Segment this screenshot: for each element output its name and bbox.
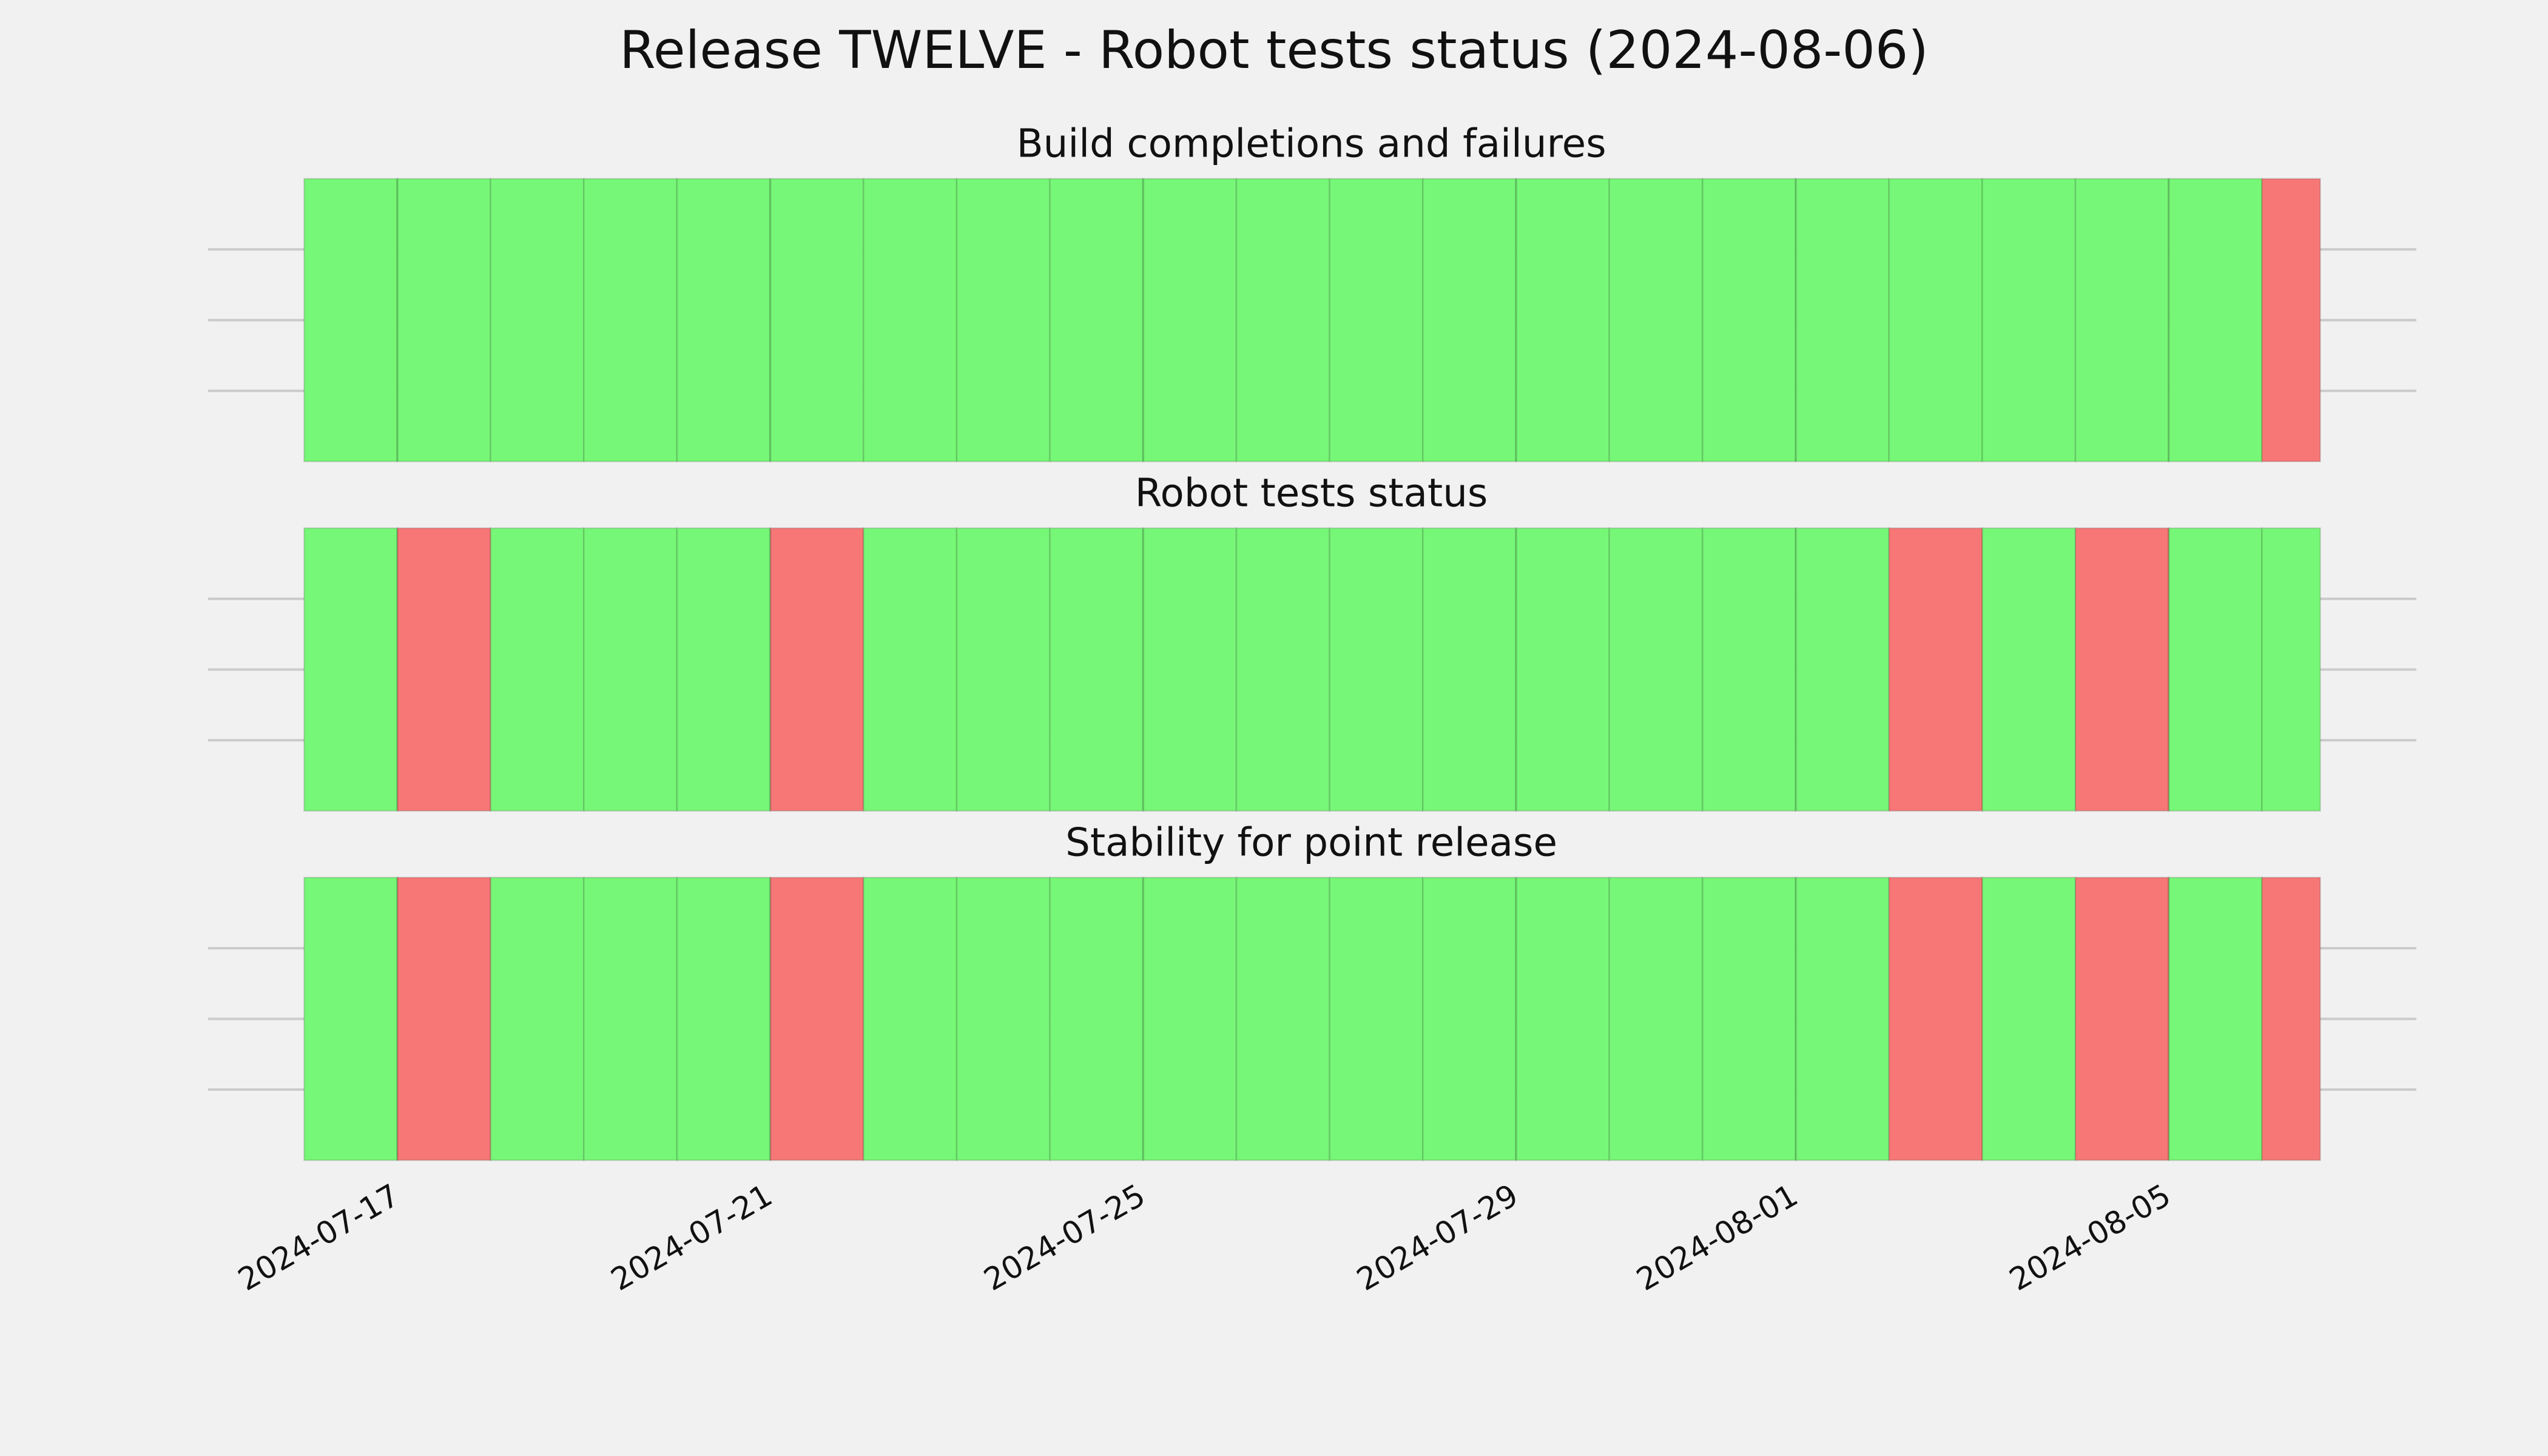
status-band: [583, 877, 678, 1161]
status-band: [1888, 527, 1983, 812]
status-band: [1608, 178, 1704, 463]
status-band: [1235, 527, 1331, 812]
status-band: [1515, 178, 1611, 463]
status-band: [1049, 527, 1144, 812]
status-band: [1422, 877, 1517, 1161]
status-band: [769, 877, 864, 1161]
status-band: [2074, 178, 2170, 463]
status-band: [1142, 527, 1238, 812]
status-band: [1142, 178, 1238, 463]
status-band: [2168, 877, 2263, 1161]
status-band: [1142, 877, 1238, 1161]
status-band: [2074, 527, 2170, 812]
status-band: [956, 877, 1051, 1161]
status-band: [1795, 178, 1890, 463]
status-band: [2261, 178, 2321, 463]
status-band: [2168, 178, 2263, 463]
status-band: [676, 877, 772, 1161]
status-band: [1981, 527, 2077, 812]
status-band: [1981, 877, 2077, 1161]
status-band: [2261, 527, 2321, 812]
status-band: [1702, 527, 1797, 812]
status-band: [1888, 877, 1983, 1161]
status-band: [1235, 178, 1331, 463]
status-band: [1888, 178, 1983, 463]
status-band: [1702, 178, 1797, 463]
status-band: [1795, 877, 1890, 1161]
status-band: [1515, 877, 1611, 1161]
status-band: [1608, 527, 1704, 812]
panel-title: Build completions and failures: [1017, 121, 1606, 167]
status-band: [396, 527, 492, 812]
status-band: [676, 527, 772, 812]
chart-title: Release TWELVE - Robot tests status (202…: [619, 20, 1929, 81]
status-band: [303, 527, 399, 812]
status-band: [2168, 527, 2263, 812]
status-band: [1422, 178, 1517, 463]
status-band: [1235, 877, 1331, 1161]
status-band: [863, 877, 958, 1161]
status-band: [1422, 527, 1517, 812]
status-band: [1329, 178, 1424, 463]
status-band: [1049, 877, 1144, 1161]
status-band: [583, 527, 678, 812]
status-band: [490, 178, 585, 463]
status-band: [490, 527, 585, 812]
status-band: [769, 527, 864, 812]
status-band: [583, 178, 678, 463]
status-band: [1515, 527, 1611, 812]
status-band: [1702, 877, 1797, 1161]
status-band: [863, 178, 958, 463]
status-band: [956, 178, 1051, 463]
status-band: [1329, 877, 1424, 1161]
status-band: [2074, 877, 2170, 1161]
status-band: [303, 178, 399, 463]
status-band: [303, 877, 399, 1161]
status-band: [863, 527, 958, 812]
panel-title: Stability for point release: [1065, 820, 1557, 865]
status-band: [769, 178, 864, 463]
status-band: [490, 877, 585, 1161]
status-band: [1608, 877, 1704, 1161]
status-band: [1329, 527, 1424, 812]
status-band: [2261, 877, 2321, 1161]
status-band: [396, 877, 492, 1161]
status-band: [676, 178, 772, 463]
status-band: [956, 527, 1051, 812]
status-band: [396, 178, 492, 463]
status-band: [1795, 527, 1890, 812]
panel-title: Robot tests status: [1135, 471, 1488, 516]
status-band: [1981, 178, 2077, 463]
status-band: [1049, 178, 1144, 463]
